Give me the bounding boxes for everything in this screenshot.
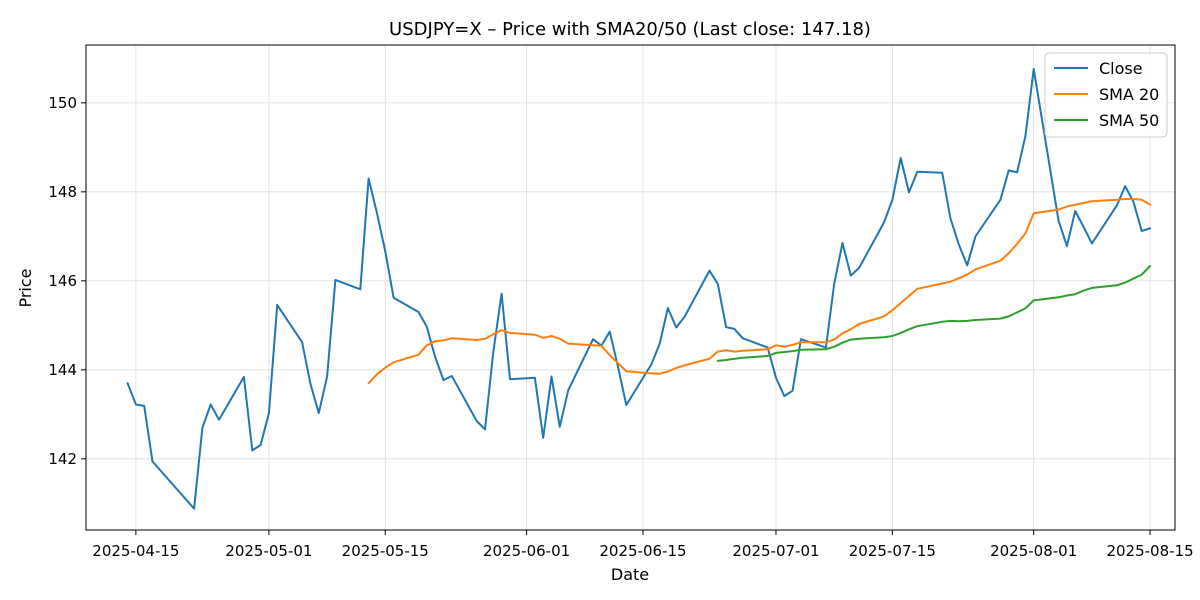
chart-title: USDJPY=X – Price with SMA20/50 (Last clo… bbox=[389, 19, 871, 40]
grid-lines bbox=[86, 45, 1175, 530]
y-axis-ticks: 142 144 146 148 150 bbox=[48, 94, 86, 468]
x-tick-label: 2025-08-15 bbox=[1106, 542, 1193, 560]
y-axis-title: Price bbox=[16, 268, 35, 307]
y-tick-label: 148 bbox=[48, 183, 77, 201]
legend-label-close: Close bbox=[1099, 59, 1143, 78]
y-tick-label: 150 bbox=[48, 94, 77, 112]
close-line bbox=[126, 68, 1152, 510]
legend: Close SMA 20 SMA 50 bbox=[1044, 52, 1168, 138]
plot-area-frame bbox=[85, 44, 1176, 531]
sma20-line bbox=[367, 198, 1152, 385]
x-tick-label: 2025-07-15 bbox=[849, 542, 936, 560]
x-tick-label: 2025-06-01 bbox=[483, 542, 570, 560]
legend-label-sma50: SMA 50 bbox=[1099, 111, 1159, 130]
x-axis-title: Date bbox=[611, 565, 649, 584]
y-tick-label: 146 bbox=[48, 272, 77, 290]
y-tick-label: 144 bbox=[48, 361, 77, 379]
y-tick-label: 142 bbox=[48, 450, 77, 468]
x-tick-label: 2025-08-01 bbox=[990, 542, 1077, 560]
x-tick-label: 2025-05-15 bbox=[342, 542, 429, 560]
x-tick-label: 2025-06-15 bbox=[599, 542, 686, 560]
sma50-line bbox=[716, 265, 1152, 362]
x-tick-label: 2025-05-01 bbox=[225, 542, 312, 560]
x-tick-label: 2025-07-01 bbox=[732, 542, 819, 560]
series-lines bbox=[126, 68, 1152, 510]
legend-box bbox=[1044, 52, 1168, 138]
x-tick-label: 2025-04-15 bbox=[92, 542, 179, 560]
x-axis-ticks: 2025-04-15 2025-05-01 2025-05-15 2025-06-01… bbox=[92, 530, 1194, 560]
legend-label-sma20: SMA 20 bbox=[1099, 85, 1159, 104]
